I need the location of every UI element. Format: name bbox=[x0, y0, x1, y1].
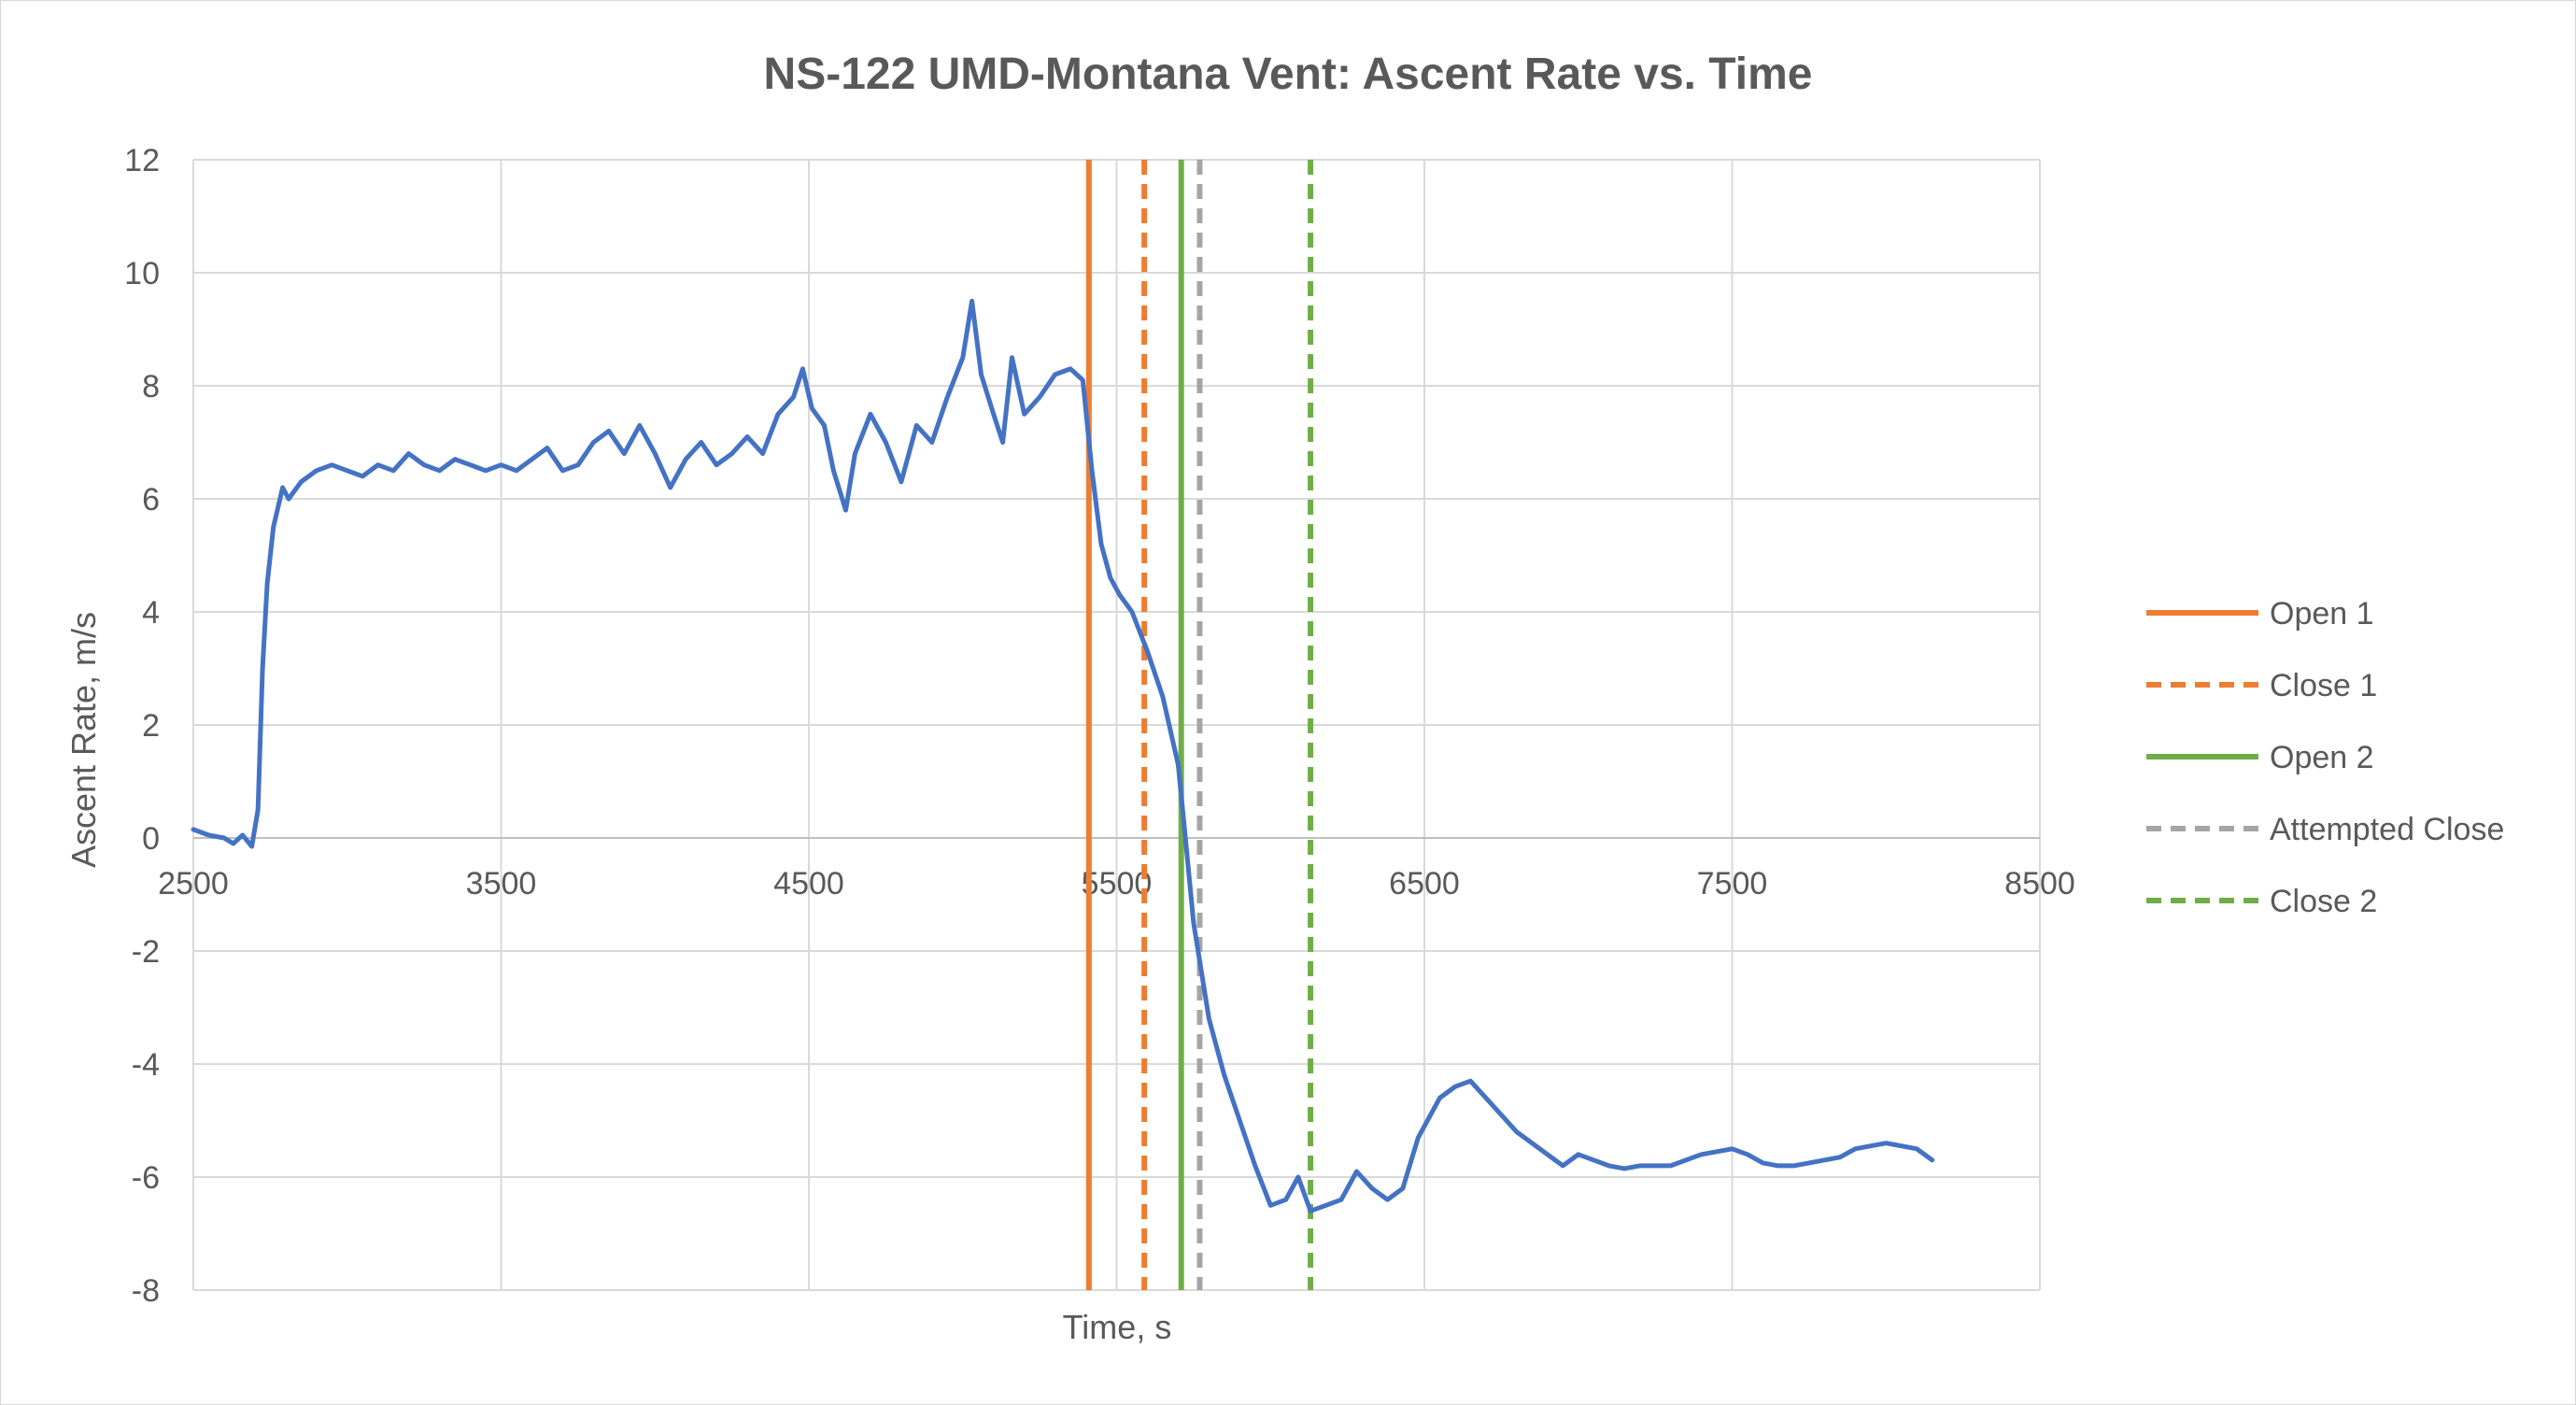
y-tick-label: -8 bbox=[132, 1273, 160, 1309]
legend-label: Close 1 bbox=[2270, 668, 2377, 703]
event-lines bbox=[1085, 160, 1314, 1290]
x-tick-label: 8500 bbox=[2004, 866, 2075, 901]
y-tick-label: 0 bbox=[142, 821, 160, 857]
chart-title: NS-122 UMD-Montana Vent: Ascent Rate vs.… bbox=[764, 50, 1813, 99]
x-tick-label: 3500 bbox=[466, 866, 537, 901]
y-tick-label: -6 bbox=[132, 1160, 160, 1196]
legend-label: Attempted Close bbox=[2270, 812, 2504, 847]
y-tick-label: 8 bbox=[142, 369, 160, 404]
y-tick-label: 4 bbox=[142, 595, 160, 631]
x-tick-label: 5500 bbox=[1082, 866, 1153, 901]
plot-grid bbox=[192, 159, 2041, 1291]
y-tick-label: -4 bbox=[132, 1047, 160, 1083]
x-axis-title: Time, s bbox=[1063, 1308, 1172, 1346]
x-tick-label: 4500 bbox=[773, 866, 844, 901]
y-tick-label: 12 bbox=[124, 143, 160, 178]
y-tick-label: 2 bbox=[142, 708, 160, 744]
legend: Open 1 Close 1 Open 2 Attempted Close Close … bbox=[2146, 596, 2504, 919]
x-tick-label: 6500 bbox=[1389, 866, 1460, 901]
y-tick-label: -2 bbox=[132, 934, 160, 970]
x-axis-ticks: 2500 3500 4500 5500 6500 7500 8500 bbox=[158, 866, 2075, 901]
x-tick-label: 7500 bbox=[1697, 866, 1768, 901]
series-group bbox=[191, 298, 1935, 1213]
legend-label: Open 1 bbox=[2270, 596, 2374, 632]
legend-label: Close 2 bbox=[2270, 884, 2377, 919]
y-tick-label: 6 bbox=[142, 482, 160, 518]
ascent-rate-series-line bbox=[191, 298, 1935, 1213]
legend-label: Open 2 bbox=[2270, 740, 2374, 775]
y-axis-title: Ascent Rate, m/s bbox=[64, 612, 103, 868]
y-tick-label: 10 bbox=[124, 256, 160, 291]
y-axis-ticks: 12 10 8 6 4 2 0 -2 -4 -6 -8 bbox=[124, 143, 160, 1309]
x-tick-label: 2500 bbox=[158, 866, 229, 901]
